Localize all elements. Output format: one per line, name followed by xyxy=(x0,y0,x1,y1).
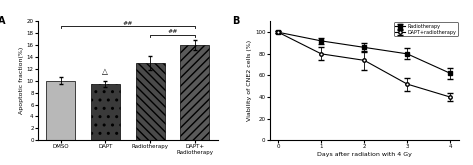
Bar xyxy=(180,45,210,140)
Y-axis label: Viability of CNE2 cells (%): Viability of CNE2 cells (%) xyxy=(247,40,252,121)
Bar xyxy=(136,63,165,140)
Text: ##: ## xyxy=(123,21,133,26)
X-axis label: Days after radiation with 4 Gy: Days after radiation with 4 Gy xyxy=(317,152,412,157)
Text: A: A xyxy=(0,16,6,26)
Text: B: B xyxy=(232,16,239,26)
Bar xyxy=(91,84,120,140)
Legend: Radiotherapy, DAPT+radiotherapy: Radiotherapy, DAPT+radiotherapy xyxy=(394,22,458,36)
Text: ##: ## xyxy=(167,29,178,34)
Text: △: △ xyxy=(102,67,108,76)
Y-axis label: Apoptotic fraction(%): Apoptotic fraction(%) xyxy=(19,47,24,115)
Bar xyxy=(46,81,75,140)
